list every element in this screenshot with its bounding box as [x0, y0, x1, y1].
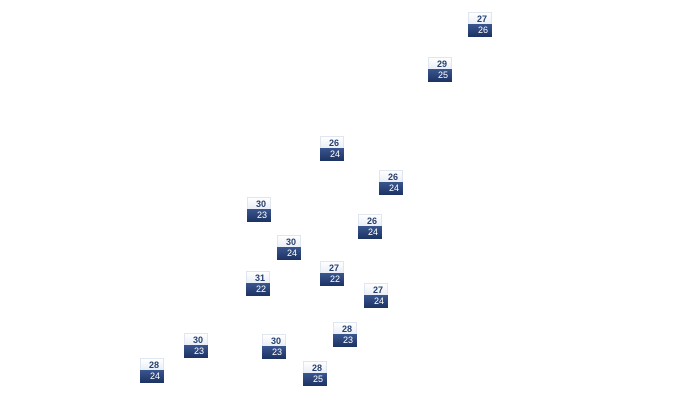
low-temperature: 22 — [320, 273, 344, 286]
low-temperature: 24 — [358, 226, 382, 239]
low-temperature: 23 — [184, 345, 208, 358]
low-temperature: 22 — [246, 283, 270, 296]
high-temperature: 26 — [358, 214, 382, 226]
temperature-marker[interactable]: 30 23 — [262, 334, 286, 359]
temperature-marker[interactable]: 27 26 — [468, 12, 492, 37]
high-temperature: 26 — [379, 170, 403, 182]
high-temperature: 27 — [468, 12, 492, 24]
temperature-marker[interactable]: 29 25 — [428, 57, 452, 82]
high-temperature: 31 — [246, 271, 270, 283]
high-temperature: 26 — [320, 136, 344, 148]
temperature-marker[interactable]: 26 24 — [358, 214, 382, 239]
high-temperature: 28 — [140, 358, 164, 370]
low-temperature: 24 — [140, 370, 164, 383]
low-temperature: 25 — [303, 373, 327, 386]
high-temperature: 30 — [247, 197, 271, 209]
temperature-marker[interactable]: 28 25 — [303, 361, 327, 386]
high-temperature: 27 — [320, 261, 344, 273]
temperature-marker[interactable]: 30 24 — [277, 235, 301, 260]
low-temperature: 24 — [277, 247, 301, 260]
low-temperature: 24 — [379, 182, 403, 195]
high-temperature: 28 — [303, 361, 327, 373]
temperature-marker[interactable]: 28 23 — [333, 322, 357, 347]
high-temperature: 30 — [277, 235, 301, 247]
high-temperature: 27 — [364, 283, 388, 295]
low-temperature: 23 — [333, 334, 357, 347]
high-temperature: 29 — [428, 57, 452, 69]
high-temperature: 30 — [262, 334, 286, 346]
temperature-marker[interactable]: 30 23 — [247, 197, 271, 222]
temperature-marker[interactable]: 30 23 — [184, 333, 208, 358]
low-temperature: 23 — [262, 346, 286, 359]
low-temperature: 23 — [247, 209, 271, 222]
low-temperature: 25 — [428, 69, 452, 82]
temperature-marker[interactable]: 26 24 — [379, 170, 403, 195]
temperature-marker[interactable]: 27 24 — [364, 283, 388, 308]
temperature-marker[interactable]: 27 22 — [320, 261, 344, 286]
temperature-marker[interactable]: 28 24 — [140, 358, 164, 383]
low-temperature: 26 — [468, 24, 492, 37]
temperature-marker[interactable]: 31 22 — [246, 271, 270, 296]
high-temperature: 30 — [184, 333, 208, 345]
low-temperature: 24 — [364, 295, 388, 308]
low-temperature: 24 — [320, 148, 344, 161]
high-temperature: 28 — [333, 322, 357, 334]
temperature-marker[interactable]: 26 24 — [320, 136, 344, 161]
